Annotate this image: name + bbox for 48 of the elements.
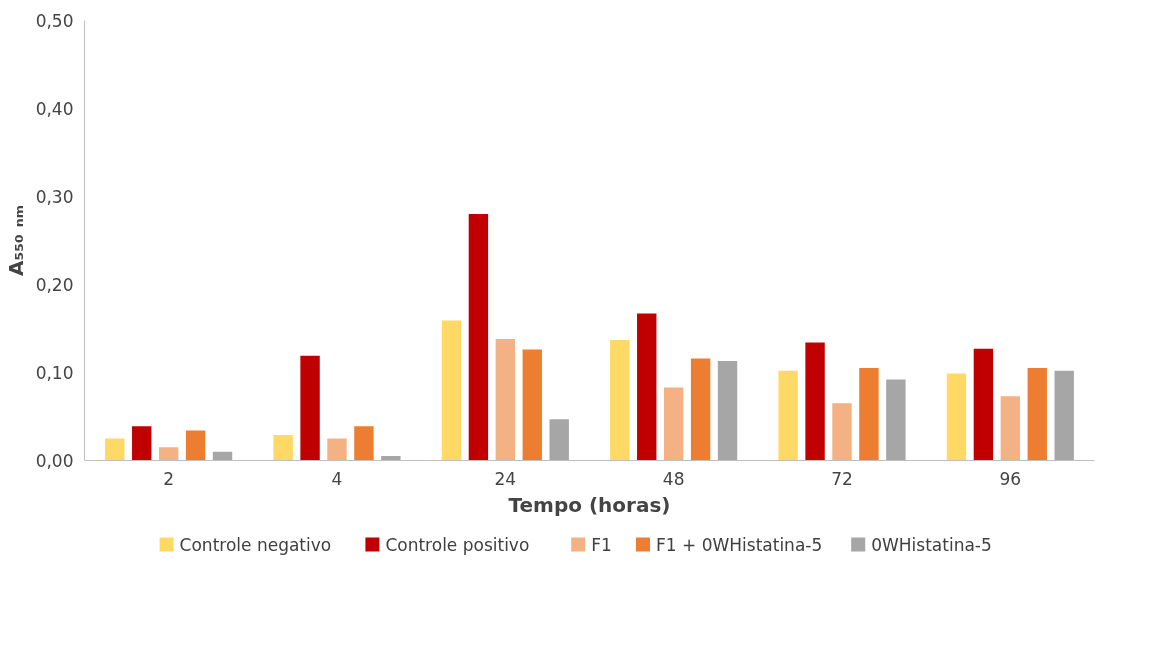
- bar: [495, 339, 516, 461]
- y-tick-label: 0,10: [35, 363, 74, 383]
- bar: [1027, 368, 1047, 461]
- bar: [273, 434, 293, 461]
- bar: [468, 214, 489, 461]
- x-tick-label: 24: [494, 468, 517, 489]
- bar: [859, 368, 879, 461]
- x-tick-label: 2: [163, 468, 175, 489]
- bar: [946, 373, 967, 461]
- bar: [300, 355, 320, 461]
- legend-label: Controle negativo: [179, 534, 332, 555]
- bar: [805, 342, 825, 461]
- bar: [381, 456, 401, 461]
- bar: [1054, 370, 1074, 461]
- y-tick-label: 0,30: [35, 187, 74, 207]
- x-tick-label: 72: [831, 468, 853, 489]
- legend-label: 0WHistatina-5: [871, 534, 992, 555]
- bar: [832, 403, 852, 461]
- bar: [441, 320, 462, 461]
- bar: [132, 426, 152, 461]
- bar: [886, 379, 906, 461]
- x-tick-label: 4: [331, 468, 343, 489]
- y-tick-label: 0,40: [35, 99, 74, 119]
- bar: [663, 387, 684, 461]
- bar: [158, 447, 179, 461]
- bar: [327, 438, 347, 461]
- bar: [105, 438, 125, 461]
- legend-label: F1: [591, 534, 612, 555]
- bar: [354, 426, 374, 461]
- x-tick-label: 48: [662, 468, 685, 489]
- bar: [1000, 396, 1021, 461]
- bar: [690, 358, 711, 461]
- bar: [717, 361, 738, 461]
- bar: [522, 349, 542, 461]
- bar: [185, 430, 206, 461]
- y-tick-label: 0,20: [35, 275, 74, 295]
- x-axis-title: Tempo (horas): [508, 492, 671, 517]
- legend-label: Controle positivo: [385, 534, 530, 555]
- bar: [610, 339, 630, 461]
- bar: [637, 313, 657, 461]
- x-tick-label: 96: [999, 468, 1022, 489]
- bar: [973, 348, 994, 461]
- y-axis-title: A₅₅₀ ₙₘ: [3, 204, 28, 277]
- legend-label: F1 + 0WHistatina-5: [656, 534, 823, 555]
- y-tick-label: 0,50: [35, 11, 74, 31]
- bar: [549, 419, 569, 461]
- y-tick-label: 0,00: [35, 451, 74, 471]
- bar: [778, 370, 798, 461]
